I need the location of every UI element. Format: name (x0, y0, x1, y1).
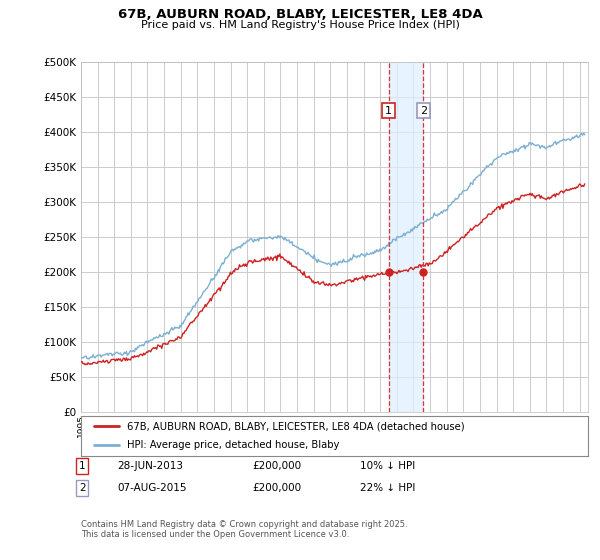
Text: £200,000: £200,000 (252, 461, 301, 471)
Text: £200,000: £200,000 (252, 483, 301, 493)
Text: 22% ↓ HPI: 22% ↓ HPI (360, 483, 415, 493)
Text: 07-AUG-2015: 07-AUG-2015 (117, 483, 187, 493)
Text: 2: 2 (420, 106, 427, 115)
Text: HPI: Average price, detached house, Blaby: HPI: Average price, detached house, Blab… (127, 440, 339, 450)
Text: 1: 1 (385, 106, 392, 115)
Text: 67B, AUBURN ROAD, BLABY, LEICESTER, LE8 4DA (detached house): 67B, AUBURN ROAD, BLABY, LEICESTER, LE8 … (127, 421, 464, 431)
Text: Price paid vs. HM Land Registry's House Price Index (HPI): Price paid vs. HM Land Registry's House … (140, 20, 460, 30)
Text: 1: 1 (79, 461, 86, 471)
Text: Contains HM Land Registry data © Crown copyright and database right 2025.
This d: Contains HM Land Registry data © Crown c… (81, 520, 407, 539)
Text: 67B, AUBURN ROAD, BLABY, LEICESTER, LE8 4DA: 67B, AUBURN ROAD, BLABY, LEICESTER, LE8 … (118, 8, 482, 21)
Bar (389, 62, 424, 412)
Text: 28-JUN-2013: 28-JUN-2013 (117, 461, 183, 471)
Text: 10% ↓ HPI: 10% ↓ HPI (360, 461, 415, 471)
Text: 2: 2 (79, 483, 86, 493)
